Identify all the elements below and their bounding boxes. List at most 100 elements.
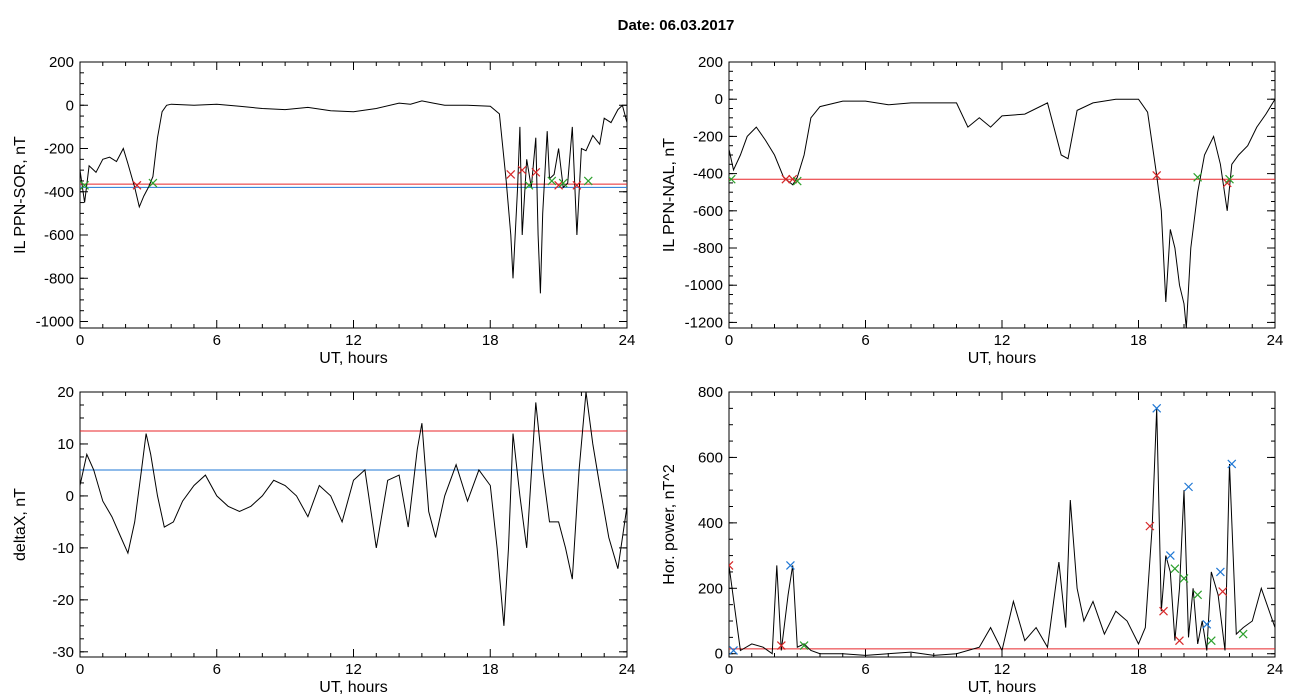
marker-green [1238,629,1248,639]
marker-green [524,180,534,190]
plot-area [80,392,627,626]
y-tick-label: 10 [57,436,74,453]
x-tick-label: 6 [861,332,869,349]
chart-panel-deltax: 0 6 12 18 24 20 10 0 -10 -20 -30 UT, hours deltaX, n… [12,384,635,696]
x-tick-label: 0 [76,332,84,349]
marker-blue [729,646,738,655]
y-tick-label: 800 [698,384,723,401]
x-axis-label: UT, hours [968,679,1036,696]
marker-green [148,178,158,188]
x-tick-label: 6 [213,332,221,349]
y-axis-label: Hor. power, nT^2 [661,464,678,585]
x-tick-label: 18 [1130,332,1147,349]
plot-area [729,403,1275,656]
x-axis-label: UT, hours [319,350,387,367]
y-axis-label: IL PPN-SOR, nT [12,136,29,254]
marker-blue [786,560,795,570]
x-tick-label: 24 [1267,661,1284,678]
y-tick-label: -1200 [685,314,723,331]
marker-red [1152,171,1162,180]
y-axis-label: IL PPN-NAL, nT [661,138,678,252]
marker-red [1159,606,1168,616]
x-tick-label: 6 [861,661,869,678]
x-tick-label: 24 [1267,332,1284,349]
y-tick-label: 200 [49,54,74,71]
marker-blue [1165,551,1175,561]
marker-red [776,641,786,650]
y-tick-label: -1000 [36,314,74,331]
y-tick-label: 0 [715,91,723,108]
y-tick-label: 0 [66,488,74,505]
marker-green [729,174,736,184]
marker-blue [1202,619,1212,629]
x-tick-label: 12 [345,661,362,678]
marker-green [1193,590,1203,600]
x-tick-label: 12 [994,332,1011,349]
marker-red [572,180,582,190]
y-tick-label: -1000 [685,277,723,294]
y-tick-label: 0 [66,97,74,114]
y-tick-label: 600 [698,449,723,466]
marker-green [1193,172,1203,182]
plot-frame [79,391,628,658]
plot-area [729,98,1275,328]
marker-red [554,180,564,190]
marker-red [517,165,527,175]
y-tick-label: -400 [693,166,723,183]
data-series-line [729,98,1275,328]
marker-green [799,641,809,650]
y-tick-label: -600 [44,227,74,244]
y-tick-label: 200 [698,580,723,597]
marker-red [781,174,791,184]
marker-green [80,180,89,190]
plot-frame [728,391,1276,658]
y-tick-label: -10 [52,540,74,557]
marker-green [558,178,568,188]
marker-green [1225,174,1234,184]
data-series-line [80,100,627,294]
plot-frame [79,61,628,329]
y-tick-label: -600 [693,203,723,220]
marker-red [132,180,142,190]
y-tick-label: -200 [693,128,723,145]
y-tick-label: 400 [698,515,723,532]
x-axis-label: UT, hours [319,679,387,696]
y-tick-label: -200 [44,141,74,158]
marker-blue [1184,482,1193,492]
y-axis-label: deltaX, nT [12,488,29,561]
marker-green [1179,574,1189,583]
y-tick-label: -800 [693,240,723,257]
y-tick-label: -800 [44,270,74,287]
marker-red [1218,587,1228,596]
y-tick-label: 0 [715,646,723,663]
x-tick-label: 12 [994,661,1011,678]
data-series-line [80,392,627,626]
y-tick-label: -400 [44,184,74,201]
x-tick-label: 12 [345,332,362,349]
marker-red [1175,636,1184,646]
marker-green [1170,564,1180,574]
marker-red [1145,521,1155,531]
x-tick-label: 24 [619,332,636,349]
chart-panel-power: 0 6 12 18 24 0 200 400 600 800 UT, hours Hor. power… [661,384,1283,696]
marker-green [1206,636,1216,646]
x-tick-label: 18 [482,332,499,349]
x-tick-label: 18 [482,661,499,678]
chart-panel-sor: 0 6 12 18 24 200 0 -200 -400 -600 -800 -1000 UT, hou… [12,54,635,367]
plot-frame [728,61,1276,329]
x-tick-label: 0 [725,661,733,678]
marker-red [506,170,516,179]
x-tick-label: 6 [213,661,221,678]
marker-blue [1152,403,1162,413]
x-axis-label: UT, hours [968,350,1036,367]
marker-red [729,560,734,570]
marker-blue [1227,459,1237,469]
marker-green [792,176,802,186]
page-title: Date: 06.03.2017 [617,17,735,34]
y-tick-label: -20 [52,592,74,609]
marker-blue [1215,567,1225,577]
plot-area [80,100,627,294]
y-tick-label: 20 [57,384,74,401]
data-series-line [729,408,1275,656]
